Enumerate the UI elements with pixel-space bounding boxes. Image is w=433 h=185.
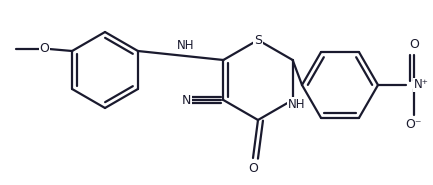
Text: O: O (39, 43, 49, 56)
Text: N⁺: N⁺ (414, 78, 429, 92)
Text: S: S (254, 33, 262, 46)
Text: NH: NH (177, 39, 194, 52)
Text: O: O (409, 38, 419, 51)
Text: O⁻: O⁻ (406, 119, 422, 132)
Text: O: O (248, 162, 258, 174)
Text: NH: NH (288, 97, 305, 110)
Text: N: N (182, 93, 191, 107)
